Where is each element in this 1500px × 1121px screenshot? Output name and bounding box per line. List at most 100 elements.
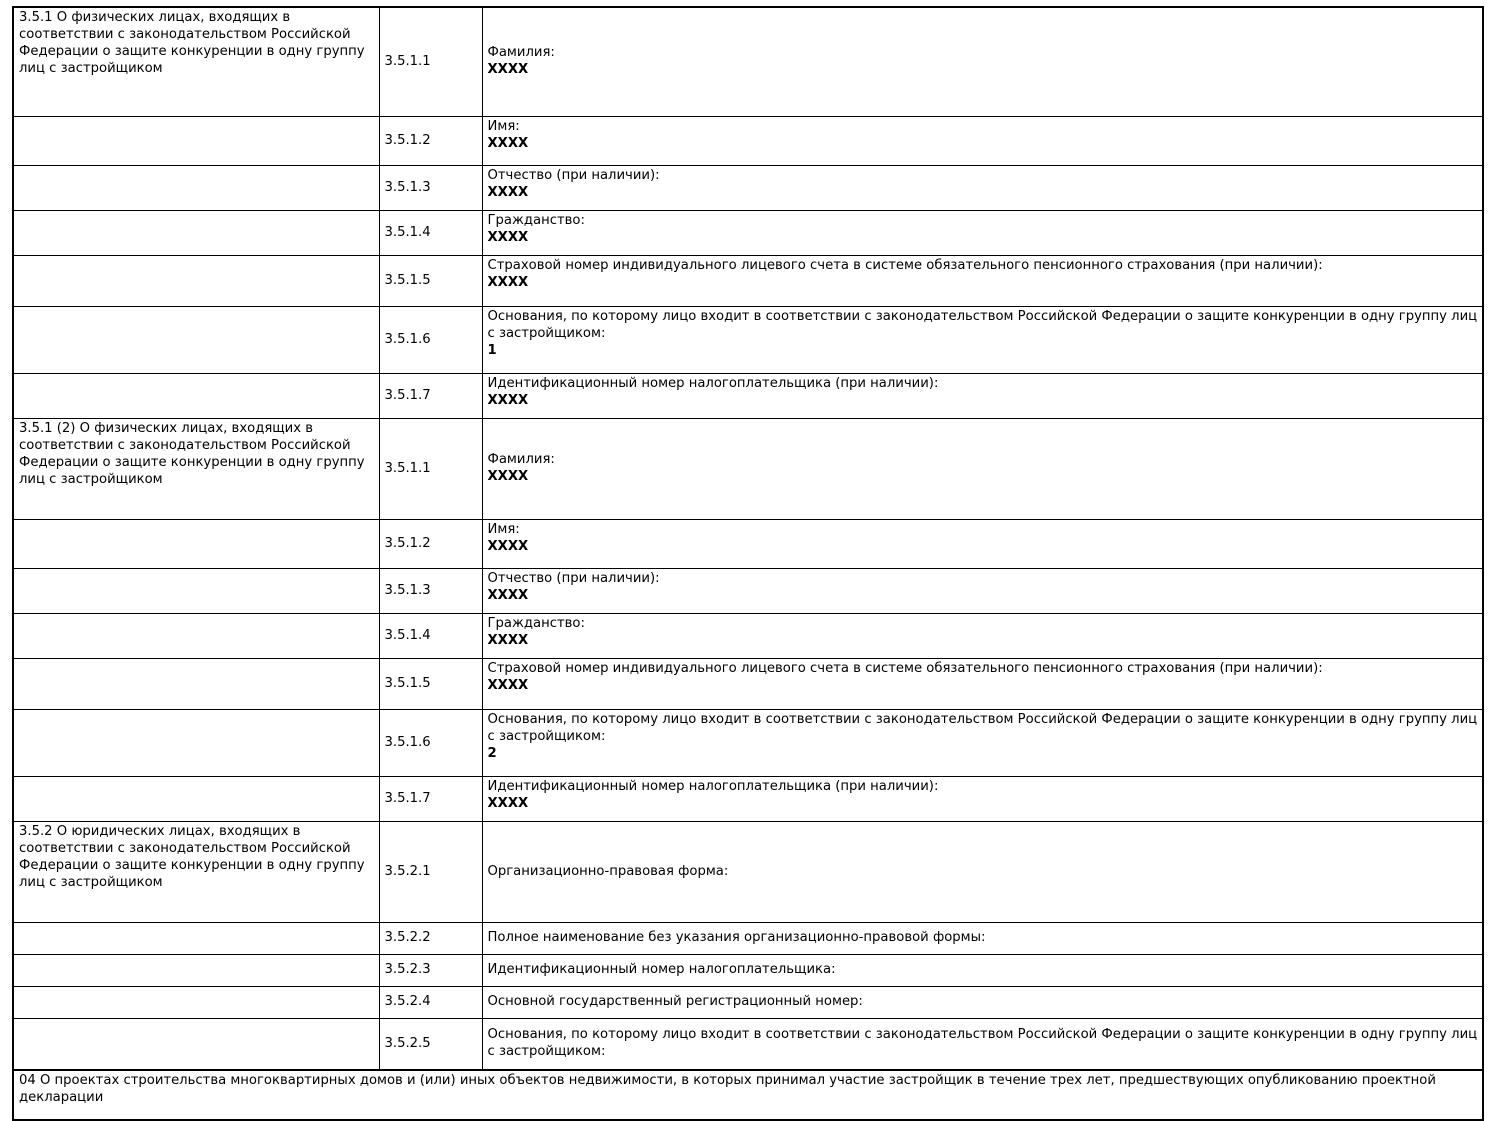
section-heading-351: 3.5.1 О физических лицах, входящих в соо… bbox=[12, 6, 380, 117]
field-value: XXXX bbox=[487, 795, 529, 811]
row-number: 3.5.2.3 bbox=[378, 954, 483, 987]
field-value: 1 bbox=[487, 342, 497, 358]
row-number: 3.5.1.3 bbox=[378, 568, 483, 614]
field-value: XXXX bbox=[487, 469, 529, 484]
section-blank bbox=[12, 986, 380, 1019]
field-label: Основания, по которому лицо входит в соо… bbox=[487, 712, 1478, 744]
row-value-cell: Страховой номер индивидуального лицевого… bbox=[481, 255, 1484, 307]
row-value-cell: Фамилия: XXXX bbox=[481, 418, 1484, 520]
field-value: XXXX bbox=[487, 538, 529, 554]
section-blank bbox=[12, 165, 380, 211]
row-number: 3.5.1.2 bbox=[378, 116, 483, 166]
row-number: 3.5.1.7 bbox=[378, 373, 483, 419]
field-value: XXXX bbox=[487, 135, 529, 151]
row-number: 3.5.1.4 bbox=[378, 210, 483, 256]
field-label: Основания, по которому лицо входит в соо… bbox=[487, 309, 1478, 341]
row-number: 3.5.1.6 bbox=[378, 709, 483, 777]
table-row: 3.5.2 О юридических лицах, входящих в со… bbox=[12, 821, 1484, 923]
table-row: 3.5.1.6 Основания, по которому лицо вход… bbox=[12, 709, 1484, 777]
table-row: 3.5.1.4 Гражданство: XXXX bbox=[12, 613, 1484, 659]
row-number: 3.5.1.5 bbox=[378, 658, 483, 710]
table-row: 3.5.1 (2) О физических лицах, входящих в… bbox=[12, 418, 1484, 520]
row-number: 3.5.2.5 bbox=[378, 1018, 483, 1071]
field-value: XXXX bbox=[487, 184, 529, 200]
section-blank bbox=[12, 709, 380, 777]
row-value-cell: Гражданство: XXXX bbox=[481, 613, 1484, 659]
row-value-cell: Основания, по которому лицо входит в соо… bbox=[481, 1018, 1484, 1071]
section-blank bbox=[12, 776, 380, 822]
field-value: XXXX bbox=[487, 677, 529, 693]
field-label: Идентификационный номер налогоплательщик… bbox=[487, 962, 836, 978]
field-label: Основной государственный регистрационный… bbox=[487, 994, 863, 1010]
row-number: 3.5.1.7 bbox=[378, 776, 483, 822]
row-value-cell: Отчество (при наличии): XXXX bbox=[481, 568, 1484, 614]
field-label: Полное наименование без указания организ… bbox=[487, 930, 986, 946]
field-label: Фамилия: bbox=[487, 452, 555, 468]
table-row: 3.5.1.2 Имя: XXXX bbox=[12, 519, 1484, 569]
section-blank bbox=[12, 568, 380, 614]
table-row: 3.5.1.7 Идентификационный номер налогопл… bbox=[12, 373, 1484, 419]
table-row: 3.5.1.3 Отчество (при наличии): XXXX bbox=[12, 568, 1484, 614]
row-value-cell: Основания, по которому лицо входит в соо… bbox=[481, 709, 1484, 777]
row-value-cell: Идентификационный номер налогоплательщик… bbox=[481, 776, 1484, 822]
field-value: XXXX bbox=[487, 587, 529, 603]
row-value-cell: Имя: XXXX bbox=[481, 519, 1484, 569]
section-blank bbox=[12, 1018, 380, 1071]
field-value: 2 bbox=[487, 745, 497, 761]
section-blank bbox=[12, 210, 380, 256]
field-label: Имя: bbox=[487, 522, 520, 537]
row-number: 3.5.1.4 bbox=[378, 613, 483, 659]
field-value: XXXX bbox=[487, 229, 529, 245]
row-value-cell: Основной государственный регистрационный… bbox=[481, 986, 1484, 1019]
table-row: 3.5.1.5 Страховой номер индивидуального … bbox=[12, 255, 1484, 307]
row-number: 3.5.1.6 bbox=[378, 306, 483, 374]
row-value-cell: Идентификационный номер налогоплательщик… bbox=[481, 954, 1484, 987]
field-label: Фамилия: bbox=[487, 45, 555, 61]
section-heading-352: 3.5.2 О юридических лицах, входящих в со… bbox=[12, 821, 380, 923]
table-row: 3.5.1.3 Отчество (при наличии): XXXX bbox=[12, 165, 1484, 211]
section-blank bbox=[12, 519, 380, 569]
table-row: 3.5.2.4 Основной государственный регистр… bbox=[12, 986, 1484, 1019]
field-label: Страховой номер индивидуального лицевого… bbox=[487, 661, 1323, 676]
field-label: Имя: bbox=[487, 119, 520, 134]
field-label: Гражданство: bbox=[487, 213, 585, 228]
field-label: Гражданство: bbox=[487, 616, 585, 631]
field-value: XXXX bbox=[487, 392, 529, 408]
section-blank bbox=[12, 954, 380, 987]
document-page: 3.5.1 О физических лицах, входящих в соо… bbox=[12, 6, 1484, 1121]
field-label: Отчество (при наличии): bbox=[487, 168, 660, 183]
table-row: 3.5.2.5 Основания, по которому лицо вход… bbox=[12, 1018, 1484, 1071]
table-row: 3.5.1 О физических лицах, входящих в соо… bbox=[12, 6, 1484, 117]
row-number: 3.5.1.1 bbox=[378, 418, 483, 520]
section-blank bbox=[12, 306, 380, 374]
table-row: 3.5.2.3 Идентификационный номер налогопл… bbox=[12, 954, 1484, 987]
field-label: Идентификационный номер налогоплательщик… bbox=[487, 779, 939, 794]
table-row-footer: 04 О проектах строительства многоквартир… bbox=[12, 1069, 1484, 1121]
table-row: 3.5.1.7 Идентификационный номер налогопл… bbox=[12, 776, 1484, 822]
row-number: 3.5.1.5 bbox=[378, 255, 483, 307]
row-value-cell: Страховой номер индивидуального лицевого… bbox=[481, 658, 1484, 710]
row-number: 3.5.1.2 bbox=[378, 519, 483, 569]
row-value-cell: Полное наименование без указания организ… bbox=[481, 922, 1484, 955]
section-blank bbox=[12, 373, 380, 419]
table-row: 3.5.1.6 Основания, по которому лицо вход… bbox=[12, 306, 1484, 374]
field-label: Идентификационный номер налогоплательщик… bbox=[487, 376, 939, 391]
table-row: 3.5.1.4 Гражданство: XXXX bbox=[12, 210, 1484, 256]
section-blank bbox=[12, 922, 380, 955]
section-heading-351-2: 3.5.1 (2) О физических лицах, входящих в… bbox=[12, 418, 380, 520]
row-value-cell: Идентификационный номер налогоплательщик… bbox=[481, 373, 1484, 419]
field-label: Основания, по которому лицо входит в соо… bbox=[487, 1027, 1478, 1059]
row-number: 3.5.2.2 bbox=[378, 922, 483, 955]
field-label: Организационно-правовая форма: bbox=[487, 863, 729, 879]
section-blank bbox=[12, 658, 380, 710]
section-04-heading: 04 О проектах строительства многоквартир… bbox=[12, 1069, 1484, 1121]
row-number: 3.5.2.4 bbox=[378, 986, 483, 1019]
field-value: XXXX bbox=[487, 274, 529, 290]
table-row: 3.5.2.2 Полное наименование без указания… bbox=[12, 922, 1484, 955]
declaration-table: 3.5.1 О физических лицах, входящих в соо… bbox=[12, 6, 1484, 1121]
row-value-cell: Основания, по которому лицо входит в соо… bbox=[481, 306, 1484, 374]
field-label: Страховой номер индивидуального лицевого… bbox=[487, 258, 1323, 273]
table-row: 3.5.1.5 Страховой номер индивидуального … bbox=[12, 658, 1484, 710]
row-number: 3.5.1.3 bbox=[378, 165, 483, 211]
row-value-cell: Гражданство: XXXX bbox=[481, 210, 1484, 256]
